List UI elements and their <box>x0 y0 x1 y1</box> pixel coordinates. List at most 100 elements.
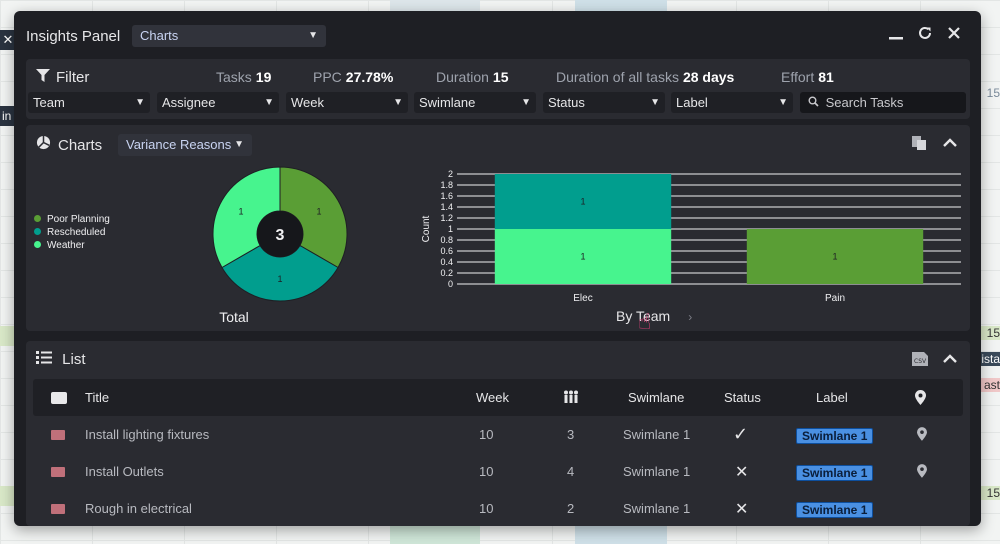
status-select[interactable]: Status ▼ <box>543 92 665 113</box>
pie-center <box>257 211 303 257</box>
background-close-icon[interactable]: ✕ <box>0 30 16 50</box>
filter-header[interactable]: Filter <box>36 69 89 86</box>
y-tick-label: 1 <box>448 224 453 234</box>
pie-chart-icon <box>36 135 52 154</box>
task-status[interactable]: ✕ <box>735 464 749 481</box>
chevron-down-icon: ▼ <box>521 97 531 108</box>
task-crew: 3 <box>567 427 575 442</box>
legend-item[interactable]: Poor Planning <box>34 213 110 226</box>
task-crew: 4 <box>567 464 575 479</box>
table-row[interactable]: Rough in electrical 10 2 Swimlane 1 ✕ Sw… <box>33 490 963 526</box>
bar-value-label: 1 <box>832 252 837 262</box>
location-pin-icon[interactable] <box>915 390 926 408</box>
week-select[interactable]: Week ▼ <box>286 92 408 113</box>
task-status[interactable]: ✓ <box>733 424 749 444</box>
copy-icon[interactable] <box>911 135 927 154</box>
charts-header[interactable]: Charts <box>36 135 102 154</box>
pie-caption: Total <box>219 309 249 325</box>
stat-duration: Duration 15 <box>436 69 509 85</box>
search-icon <box>808 95 823 110</box>
legend-item[interactable]: Rescheduled <box>34 226 110 239</box>
search-tasks-input[interactable]: Search Tasks <box>800 92 966 113</box>
location-pin-icon[interactable] <box>917 427 927 444</box>
collapse-list-icon[interactable] <box>942 351 958 370</box>
swimlane-select[interactable]: Swimlane ▼ <box>414 92 536 113</box>
task-title[interactable]: Install Outlets <box>85 464 164 479</box>
task-week: 10 <box>479 464 494 479</box>
view-select[interactable]: Charts ▼ <box>132 25 326 47</box>
view-select-value: Charts <box>140 28 179 43</box>
task-swimlane: Swimlane 1 <box>623 464 691 479</box>
chevron-down-icon: ▼ <box>135 97 145 108</box>
table-row[interactable]: Install lighting fixtures 10 3 Swimlane … <box>33 416 963 453</box>
background-right-cell: 15 <box>986 86 1000 100</box>
column-swimlane[interactable]: Swimlane <box>628 390 685 405</box>
background-task-cell <box>0 486 14 506</box>
task-status[interactable]: ✕ <box>735 501 749 518</box>
background-right-cell: 15 <box>978 326 1000 340</box>
crew-size-icon[interactable] <box>563 390 579 407</box>
minimize-icon[interactable] <box>886 25 906 47</box>
task-crew: 2 <box>567 501 575 516</box>
legend-item[interactable]: Weather <box>34 239 110 252</box>
stat-ppc: PPC 27.78% <box>313 69 394 85</box>
chevron-right-icon[interactable]: › <box>688 310 693 324</box>
pie-slice-label: 1 <box>316 207 321 217</box>
y-tick-label: 0 <box>448 279 453 289</box>
message-icon[interactable] <box>51 392 67 404</box>
task-swimlane: Swimlane 1 <box>623 501 691 516</box>
by-team-bar-chart[interactable]: 00.20.40.60.811.21.41.61.82Count11Elec1P… <box>391 163 966 308</box>
y-tick-label: 1.6 <box>440 191 453 201</box>
y-axis-label: Count <box>421 215 432 242</box>
column-title[interactable]: Title <box>85 390 110 405</box>
chevron-down-icon: ▼ <box>393 97 403 108</box>
pie-slice-label: 1 <box>277 274 282 284</box>
list-header[interactable]: List <box>36 351 86 368</box>
chevron-down-icon: ▼ <box>778 97 788 108</box>
charts-section: Charts Variance Reasons ▼ Poor Planning … <box>26 125 970 334</box>
task-swimlane: Swimlane 1 <box>623 427 691 442</box>
column-status[interactable]: Status <box>724 390 761 405</box>
close-icon[interactable] <box>944 25 964 47</box>
stat-duration-all: Duration of all tasks 28 days <box>556 69 735 85</box>
task-label-badge[interactable]: Swimlane 1 <box>796 428 874 444</box>
y-tick-label: 0.8 <box>440 235 453 245</box>
message-icon[interactable] <box>51 430 65 440</box>
message-icon[interactable] <box>51 467 65 477</box>
task-label-badge[interactable]: Swimlane 1 <box>796 502 874 518</box>
legend-swatch <box>34 228 41 235</box>
task-title[interactable]: Install lighting fixtures <box>85 427 210 442</box>
bar-value-label: 1 <box>580 252 585 262</box>
column-week[interactable]: Week <box>476 390 509 405</box>
list-icon <box>36 351 56 368</box>
refresh-icon[interactable] <box>915 25 935 47</box>
bar-caption[interactable]: By Team › <box>616 308 693 324</box>
column-label[interactable]: Label <box>816 390 848 405</box>
list-table-header: Title Week Swimlane Status Label <box>33 379 963 416</box>
chevron-down-icon: ▼ <box>308 30 318 41</box>
background-task-cell <box>0 326 14 346</box>
funnel-icon <box>36 69 50 86</box>
bar-segment <box>494 229 672 284</box>
team-select[interactable]: Team ▼ <box>28 92 150 113</box>
variance-pie-chart[interactable]: 1 1 1 3 <box>212 166 348 302</box>
csv-export-icon[interactable]: CSV <box>911 351 929 370</box>
table-row[interactable]: Install Outlets 10 4 Swimlane 1 ✕ Swimla… <box>33 453 963 490</box>
task-week: 10 <box>479 501 494 516</box>
panel-titlebar[interactable]: Insights Panel Charts ▼ <box>14 11 981 59</box>
chart-type-select[interactable]: Variance Reasons ▼ <box>118 134 252 156</box>
location-pin-icon[interactable] <box>917 464 927 481</box>
y-tick-label: 0.6 <box>440 246 453 256</box>
background-right-cell: ast <box>978 378 1000 392</box>
chevron-down-icon: ▼ <box>264 97 274 108</box>
pie-legend: Poor Planning Rescheduled Weather <box>34 213 110 252</box>
assignee-select[interactable]: Assignee ▼ <box>157 92 279 113</box>
label-select[interactable]: Label ▼ <box>671 92 793 113</box>
collapse-charts-icon[interactable] <box>942 135 958 154</box>
panel-title: Insights Panel <box>26 28 121 45</box>
task-title[interactable]: Rough in electrical <box>85 501 192 516</box>
task-label-badge[interactable]: Swimlane 1 <box>796 465 874 481</box>
message-icon[interactable] <box>51 504 65 514</box>
chevron-down-icon: ▼ <box>650 97 660 108</box>
legend-swatch <box>34 241 41 248</box>
